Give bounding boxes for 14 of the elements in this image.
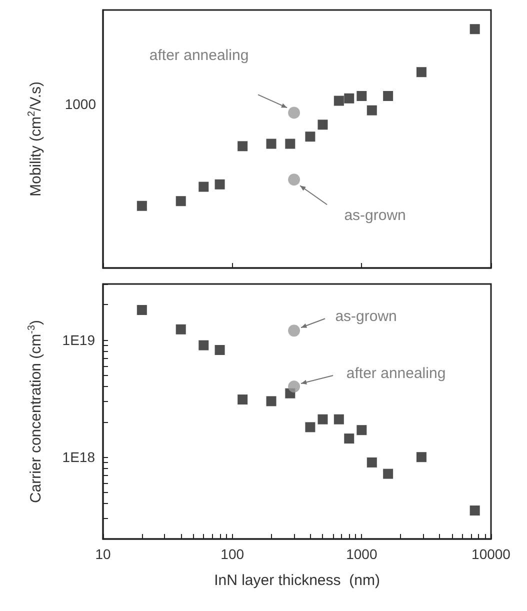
annotation: as-grown	[335, 308, 397, 326]
annotation: as-grown	[344, 207, 406, 224]
y-tick-label: 1E18	[62, 449, 96, 466]
y-tick-label: 1E19	[62, 332, 96, 348]
x-tick-label: 100	[220, 546, 244, 562]
y-axis-title: Carrier concentration (cm-3)	[26, 320, 44, 504]
text: 1000	[64, 96, 96, 112]
x-tick-label: 1000	[346, 546, 378, 562]
annotation: after annealing	[149, 47, 249, 64]
x-axis-title: InN layer thickness (nm)	[214, 572, 380, 589]
annotation: after annealing	[346, 365, 446, 382]
x-tick-label: 10	[95, 546, 111, 562]
x-tick-label: 10000	[472, 546, 511, 562]
y-axis-title: Mobility (cm2/V.s)	[26, 81, 44, 197]
